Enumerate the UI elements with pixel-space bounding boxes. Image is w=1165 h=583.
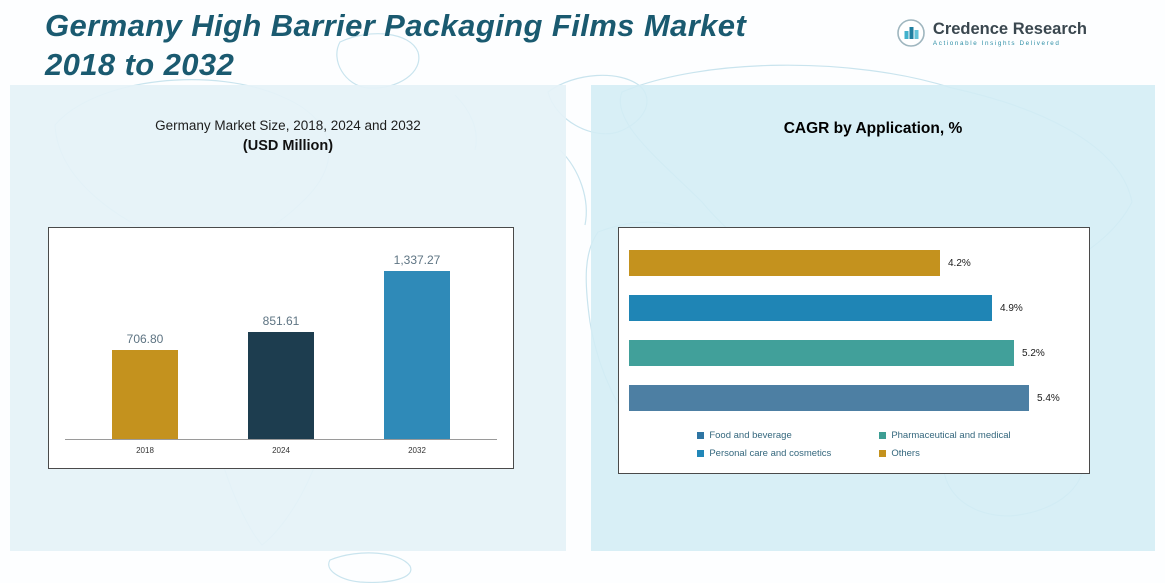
market-size-chart-title: Germany Market Size, 2018, 2024 and 2032…: [10, 118, 566, 154]
bar-column-2018: 706.80: [112, 332, 178, 439]
page-title: Germany High Barrier Packaging Films Mar…: [45, 6, 746, 84]
credence-research-logo: Credence Research Actionable Insights De…: [896, 18, 1087, 48]
legend-item-pharmaceutical-and-medical: Pharmaceutical and medical: [879, 430, 1011, 441]
cagr-bar-food-and-beverage: [629, 385, 1029, 411]
cagr-value-label: 4.2%: [948, 257, 971, 269]
cagr-bar-pharmaceutical-and-medical: [629, 340, 1014, 366]
x-axis-label-2018: 2018: [136, 446, 154, 455]
x-axis-labels: 2018 2024 2032: [49, 440, 513, 455]
market-size-chart: 706.80 851.61 1,337.27 2018 2024 2032: [48, 227, 514, 469]
x-axis-label-2032: 2032: [408, 446, 426, 455]
x-axis-label-2024: 2024: [272, 446, 290, 455]
logo-tagline: Actionable Insights Delivered: [932, 39, 1061, 47]
legend-item-food-and-beverage: Food and beverage: [697, 430, 831, 441]
cagr-bar-others: [629, 250, 940, 276]
x-axis-line: [65, 439, 497, 440]
bar-2032: [384, 271, 450, 439]
page-title-line1: Germany High Barrier Packaging Films Mar…: [45, 8, 747, 43]
legend-label: Pharmaceutical and medical: [891, 430, 1011, 441]
page-title-line2: 2018 to 2032: [45, 47, 235, 82]
legend-label: Others: [891, 448, 920, 459]
cagr-chart: 4.2% 4.9% 5.2% 5.4% Food and beverage Pharma…: [618, 227, 1090, 474]
logo-bar-chart-icon: [897, 19, 925, 47]
legend-swatch-food-and-beverage: [697, 432, 705, 439]
bar-column-2024: 851.61: [248, 314, 314, 439]
market-size-subtitle: (USD Million): [242, 138, 334, 154]
logo-name: Credence Research: [932, 19, 1087, 38]
legend-swatch-pharmaceutical-and-medical: [879, 432, 887, 439]
cagr-panel: CAGR by Application, % 4.2% 4.9% 5.2% 5.4% …: [591, 85, 1155, 551]
cagr-value-label: 5.4%: [1037, 392, 1060, 404]
bar-value-label: 706.80: [126, 332, 164, 346]
market-size-title-line: Germany Market Size, 2018, 2024 and 2032: [155, 118, 421, 133]
cagr-value-label: 5.2%: [1022, 347, 1045, 359]
bar-value-label: 1,337.27: [393, 253, 441, 267]
legend-label: Personal care and cosmetics: [709, 448, 832, 459]
cagr-chart-title: CAGR by Application, %: [783, 120, 963, 137]
vertical-bars-plot: 706.80 851.61 1,337.27: [49, 238, 513, 439]
logo-text: Credence Research Actionable Insights De…: [933, 20, 1087, 47]
legend-swatch-personal-care-and-cosmetics: [697, 450, 705, 457]
legend-label: Food and beverage: [709, 430, 792, 441]
market-size-panel: Germany Market Size, 2018, 2024 and 2032…: [10, 85, 566, 551]
cagr-bar-row-personal-care-and-cosmetics: 4.9%: [629, 295, 1089, 321]
cagr-value-label: 4.9%: [1000, 302, 1023, 314]
bar-value-label: 851.61: [262, 314, 300, 328]
cagr-bar-row-others: 4.2%: [629, 250, 1089, 276]
bar-2024: [248, 332, 314, 439]
cagr-bar-row-food-and-beverage: 5.4%: [629, 385, 1089, 411]
horizontal-bars-plot: 4.2% 4.9% 5.2% 5.4%: [629, 250, 1089, 411]
legend-item-others: Others: [879, 448, 1010, 459]
bar-column-2032: 1,337.27: [384, 253, 450, 439]
legend-item-personal-care-and-cosmetics: Personal care and cosmetics: [697, 448, 831, 459]
cagr-bar-row-pharmaceutical-and-medical: 5.2%: [629, 340, 1089, 366]
legend-swatch-others: [879, 450, 887, 457]
bar-2018: [112, 350, 178, 439]
cagr-bar-personal-care-and-cosmetics: [629, 295, 992, 321]
cagr-legend: Food and beverage Pharmaceutical and medi…: [619, 430, 1089, 459]
